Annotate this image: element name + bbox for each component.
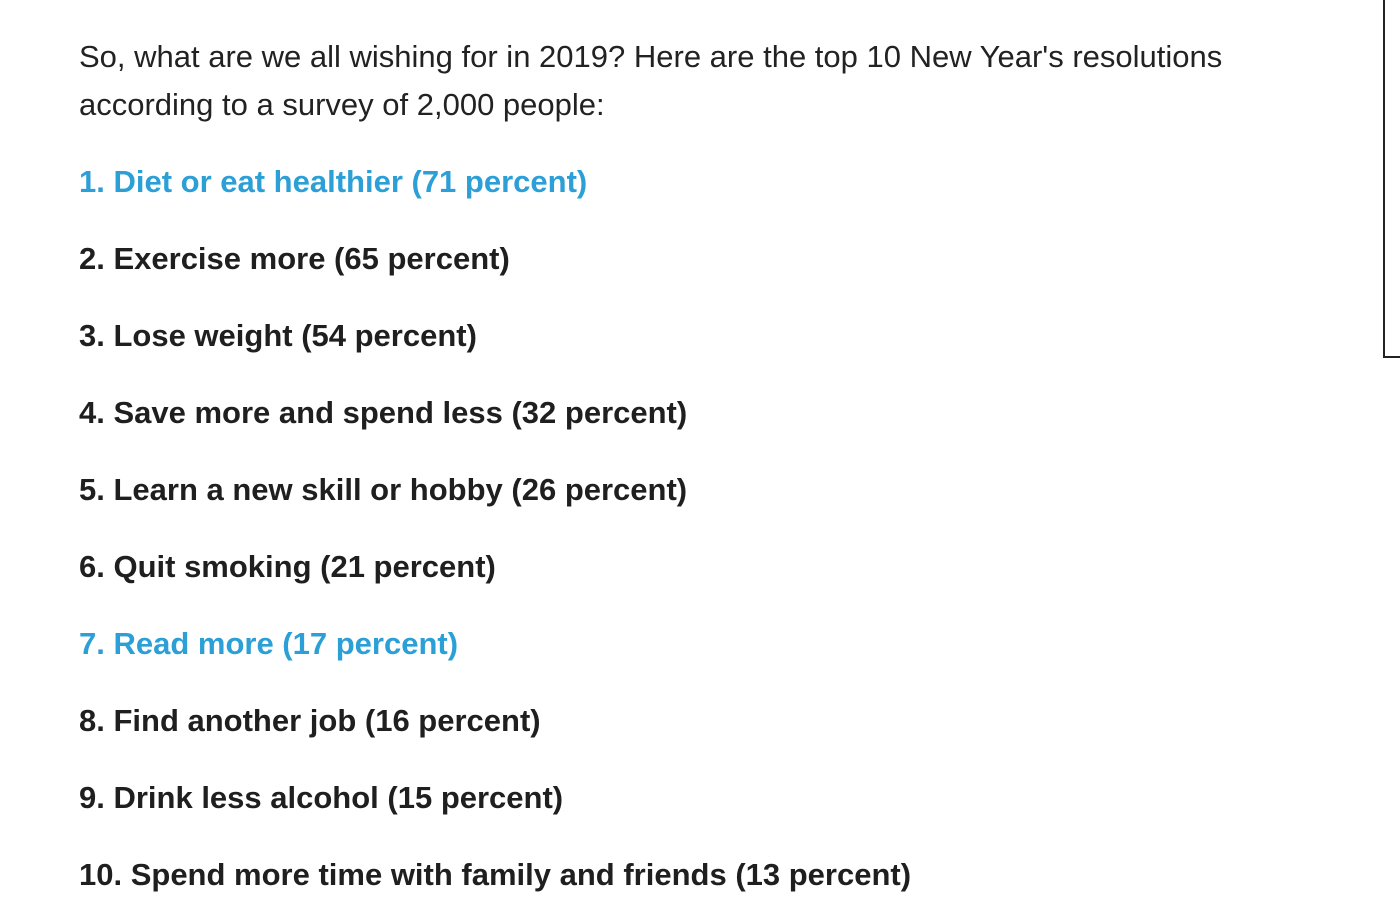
right-edge-border-corner (1383, 356, 1400, 358)
resolutions-list: 1. Diet or eat healthier (71 percent) 2.… (79, 154, 911, 924)
resolution-item-7-link[interactable]: 7. Read more (17 percent) (79, 626, 459, 661)
right-edge-border (1383, 0, 1385, 358)
resolution-item-1-link[interactable]: 1. Diet or eat healthier (71 percent) (79, 164, 588, 199)
resolution-item-3: 3. Lose weight (54 percent) (79, 318, 477, 353)
resolution-item-10: 10. Spend more time with family and frie… (79, 857, 912, 892)
resolution-item-4: 4. Save more and spend less (32 percent) (79, 395, 688, 430)
resolution-item-2: 2. Exercise more (65 percent) (79, 241, 510, 276)
resolution-item-9: 9. Drink less alcohol (15 percent) (79, 780, 564, 815)
resolution-item-8: 8. Find another job (16 percent) (79, 703, 541, 738)
intro-paragraph: So, what are we all wishing for in 2019?… (79, 39, 1223, 122)
resolution-item-6: 6. Quit smoking (21 percent) (79, 549, 496, 584)
resolution-item-5: 5. Learn a new skill or hobby (26 percen… (79, 472, 688, 507)
